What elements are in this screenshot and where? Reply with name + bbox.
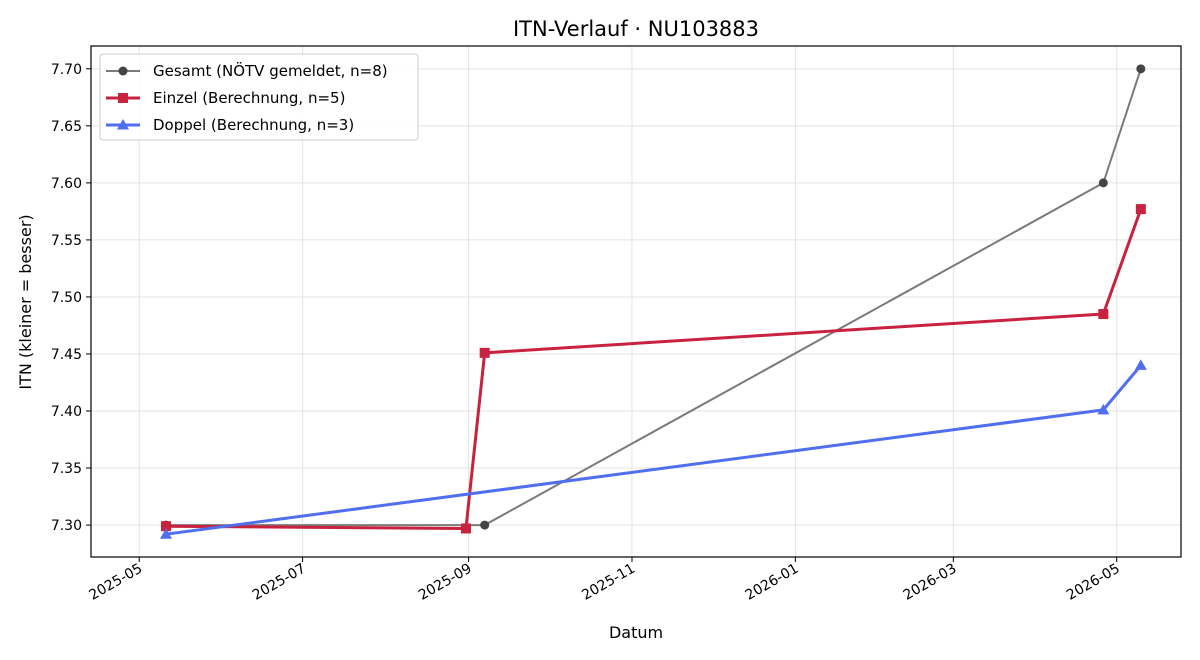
- data-point-square: [479, 347, 490, 358]
- legend-frame: [99, 53, 419, 141]
- series-line-square: [165, 208, 1143, 530]
- y-tick-label: 7.45: [51, 347, 82, 363]
- x-axis-label: Datum: [609, 623, 663, 642]
- data-point-circle: [1136, 64, 1146, 74]
- y-tick-label: 7.30: [51, 518, 82, 534]
- plot-series: [159, 64, 1147, 539]
- series-line-triangle: [165, 364, 1142, 536]
- x-tick-label: 2026-03: [901, 561, 960, 604]
- series-square: [160, 204, 1146, 534]
- x-tick-label: 2026-05: [1064, 561, 1123, 604]
- y-tick-label: 7.50: [51, 290, 82, 306]
- x-tick-label: 2025-09: [416, 561, 475, 604]
- y-tick-label: 7.65: [51, 119, 82, 135]
- legend-label: Doppel (Berechnung, n=3): [153, 116, 354, 134]
- series-line-circle: [165, 68, 1142, 527]
- data-point-square: [1098, 309, 1109, 320]
- legend: Gesamt (NÖTV gemeldet, n=8) Einzel (Berec…: [99, 53, 419, 141]
- data-point-triangle: [1134, 359, 1147, 370]
- y-tick-label: 7.60: [51, 176, 82, 192]
- data-point-square: [160, 521, 171, 532]
- y-tick-label: 7.35: [51, 461, 82, 477]
- y-tick-label: 7.70: [51, 62, 82, 78]
- legend-marker-triangle: [117, 119, 129, 130]
- data-point-circle: [1098, 178, 1108, 188]
- series-triangle: [159, 359, 1147, 539]
- axis-ticks: 7.30 7.35 7.40 7.45 7.50 7.55 7.60 7.65 7.70 2025…: [51, 62, 1123, 604]
- data-point-square: [1135, 204, 1146, 215]
- legend-label: Einzel (Berechnung, n=5): [153, 89, 345, 107]
- data-point-triangle: [1097, 403, 1110, 415]
- legend-label: Gesamt (NÖTV gemeldet, n=8): [153, 61, 388, 80]
- y-tick-label: 7.55: [51, 233, 82, 249]
- chart-title: ITN-Verlauf · NU103883: [513, 17, 759, 41]
- legend-marker-circle: [118, 66, 128, 76]
- y-tick-label: 7.40: [51, 404, 82, 420]
- x-tick-label: 2025-05: [87, 561, 146, 604]
- x-tick-label: 2025-07: [250, 561, 309, 604]
- data-point-circle: [480, 520, 490, 530]
- y-axis-label: ITN (kleiner = besser): [16, 214, 35, 389]
- plot-frame: [90, 45, 1182, 558]
- data-point-square: [460, 523, 471, 534]
- x-tick-label: 2026-01: [743, 561, 802, 604]
- legend-marker-square: [118, 93, 128, 103]
- x-tick-label: 2025-11: [579, 561, 638, 604]
- data-point-triangle: [159, 528, 172, 539]
